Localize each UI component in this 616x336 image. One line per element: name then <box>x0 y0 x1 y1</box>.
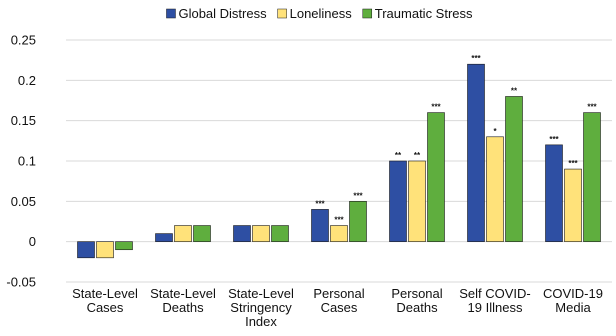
x-category-label: 19 Illness <box>468 300 523 315</box>
x-category-label: Personal <box>391 286 442 301</box>
x-category-label: Personal <box>313 286 364 301</box>
bar-loneliness <box>486 136 504 242</box>
significance-label: ** <box>414 151 421 160</box>
y-tick-label: 0.2 <box>18 73 36 88</box>
bar-traumatic-stress <box>115 241 133 251</box>
significance-label: *** <box>334 216 344 225</box>
significance-labels: *********** ******************** <box>315 54 597 224</box>
y-tick-label: 0 <box>29 234 36 249</box>
significance-label: *** <box>353 191 363 200</box>
bar-global-distress <box>77 241 95 259</box>
x-axis-categories: State-LevelCasesState-LevelDeathsState-L… <box>72 286 603 329</box>
significance-label: *** <box>471 54 481 63</box>
legend: Global Distress Loneliness Traumatic Stres… <box>166 6 473 21</box>
x-category-label: Cases <box>87 300 124 315</box>
bar-global-distress <box>233 225 251 242</box>
significance-label: *** <box>587 103 597 112</box>
x-category-label: Deaths <box>396 300 438 315</box>
legend-item: Loneliness <box>277 6 353 21</box>
y-tick-label: 0.05 <box>11 194 36 209</box>
x-category-label: State-Level <box>228 286 294 301</box>
legend-item: Global Distress <box>166 6 267 21</box>
bar-loneliness <box>408 160 426 242</box>
bar-global-distress <box>467 63 485 242</box>
bar-loneliness <box>330 225 348 242</box>
bar-traumatic-stress <box>427 112 445 242</box>
x-category-label: Deaths <box>162 300 204 315</box>
y-tick-label: 0.15 <box>11 113 36 128</box>
x-category-label: State-Level <box>72 286 138 301</box>
x-category-label: Cases <box>321 300 358 315</box>
bar-traumatic-stress <box>583 112 601 242</box>
bar-global-distress <box>389 160 407 242</box>
bar-loneliness <box>564 168 582 242</box>
significance-label: *** <box>549 135 559 144</box>
bar-loneliness <box>252 225 270 242</box>
bar-global-distress <box>311 209 329 242</box>
legend-label: Loneliness <box>290 6 353 21</box>
gridlines <box>66 39 612 283</box>
bar-traumatic-stress <box>505 96 523 242</box>
x-category-label: Stringency <box>230 300 292 315</box>
significance-label: ** <box>511 86 518 95</box>
bar-traumatic-stress <box>271 225 289 242</box>
legend-swatch <box>166 8 176 19</box>
bar-traumatic-stress <box>349 201 367 242</box>
y-tick-label: 0.1 <box>18 154 36 169</box>
significance-label: ** <box>395 151 402 160</box>
y-tick-label: 0.25 <box>11 33 36 48</box>
y-axis-ticks: -0.05 0 0.05 0.1 0.15 0.2 0.25 <box>6 33 36 290</box>
significance-label: *** <box>568 159 578 168</box>
x-category-label: COVID-19 <box>543 286 603 301</box>
bar-loneliness <box>174 225 192 242</box>
legend-swatch <box>362 8 373 19</box>
legend-item: Traumatic Stress <box>362 6 473 21</box>
significance-label: *** <box>315 199 325 208</box>
y-tick-label: -0.05 <box>6 275 36 290</box>
bar-loneliness <box>96 241 114 259</box>
x-category-label: Self COVID- <box>459 286 531 301</box>
bars <box>77 63 601 259</box>
bar-global-distress <box>545 144 563 242</box>
significance-label: *** <box>431 103 441 112</box>
x-category-label: State-Level <box>150 286 216 301</box>
bar-global-distress <box>155 233 173 242</box>
x-category-label: Media <box>555 300 591 315</box>
significance-label: * <box>493 127 497 136</box>
legend-swatch <box>277 8 287 19</box>
bar-traumatic-stress <box>193 225 211 242</box>
legend-label: Global Distress <box>178 6 267 21</box>
x-category-label: Index <box>245 314 277 329</box>
legend-label: Traumatic Stress <box>375 6 473 21</box>
x-category: Self COVID-19 Illness <box>459 286 531 315</box>
